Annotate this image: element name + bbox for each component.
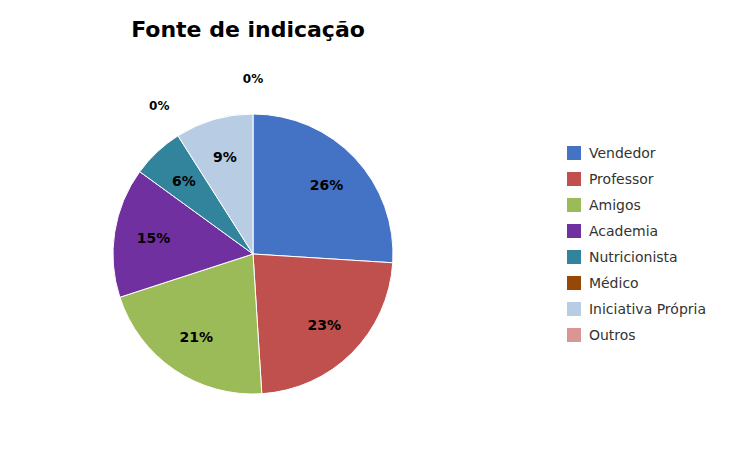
svg-text:23%: 23% <box>308 317 342 333</box>
html-text:Iniciativa Própria: Iniciativa Própria <box>588 301 706 317</box>
html-text:Professor: Professor <box>588 171 654 187</box>
html-text:Academia: Academia <box>588 223 659 239</box>
svg-text:0%: 0% <box>243 72 263 86</box>
html-text:Médico: Médico <box>588 275 639 291</box>
html-text:Vendedor: Vendedor <box>588 145 656 161</box>
svg-text:6%: 6% <box>172 173 196 189</box>
html-text:Outros: Outros <box>588 327 636 343</box>
svg-text:21%: 21% <box>180 329 214 345</box>
svg-text:0%: 0% <box>149 99 169 113</box>
svg-text:15%: 15% <box>137 230 171 246</box>
html-text:Amigos: Amigos <box>588 197 641 213</box>
svg-text:26%: 26% <box>310 177 344 193</box>
svg-text:9%: 9% <box>213 149 237 165</box>
html-text:Fonte de indicação: Fonte de indicação <box>131 17 365 42</box>
html-text:Nutricionista: Nutricionista <box>588 249 678 265</box>
